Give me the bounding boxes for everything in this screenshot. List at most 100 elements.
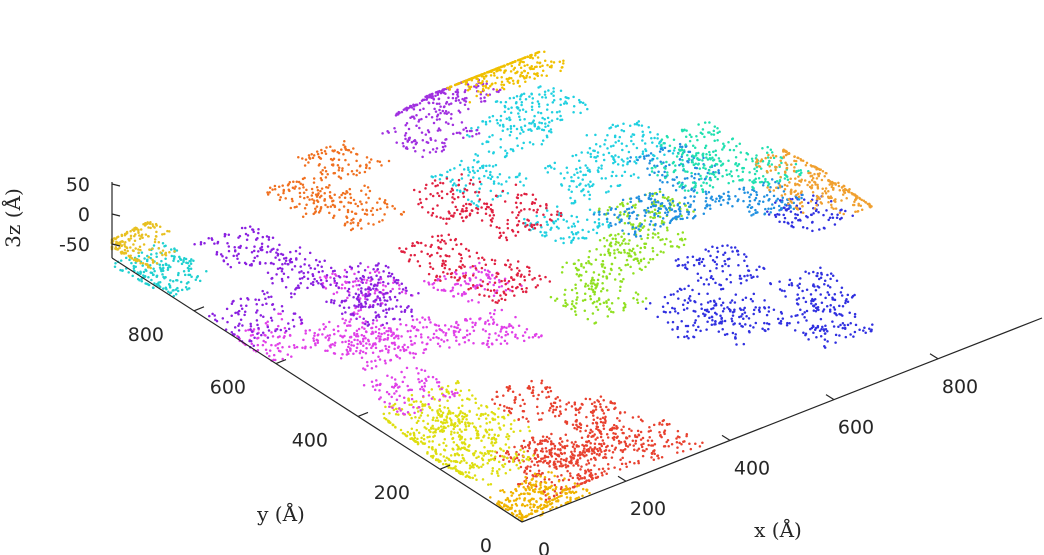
data-point — [353, 333, 356, 337]
data-point — [617, 232, 620, 236]
data-point — [620, 158, 624, 161]
data-point — [544, 166, 547, 170]
data-point — [371, 351, 375, 354]
data-point — [522, 439, 526, 443]
data-point — [717, 157, 721, 160]
data-point — [613, 407, 616, 411]
data-point — [614, 243, 617, 246]
data-point — [266, 325, 270, 329]
data-point — [333, 279, 336, 283]
data-point — [761, 184, 765, 187]
data-point — [473, 264, 477, 268]
data-point — [588, 491, 591, 495]
data-point — [614, 125, 618, 128]
data-point — [629, 254, 632, 258]
data-point — [291, 318, 295, 322]
data-point — [371, 305, 375, 309]
data-point — [502, 458, 505, 462]
data-point — [772, 189, 776, 192]
data-point — [568, 488, 571, 491]
data-point — [482, 434, 486, 437]
data-point — [619, 211, 622, 214]
data-point — [594, 258, 598, 261]
data-point — [486, 449, 490, 453]
data-point — [288, 334, 292, 337]
data-point — [514, 452, 518, 455]
data-point — [221, 255, 224, 258]
data-point — [481, 478, 485, 481]
data-point — [245, 238, 249, 241]
data-point — [347, 306, 351, 309]
data-point — [665, 226, 669, 230]
data-point — [350, 340, 353, 344]
data-point — [619, 440, 623, 444]
data-point — [814, 289, 818, 292]
data-point — [258, 261, 262, 264]
data-point — [531, 473, 534, 477]
data-point — [238, 322, 241, 325]
data-point — [779, 322, 783, 325]
data-point — [743, 274, 746, 278]
data-point — [829, 277, 832, 281]
data-point — [573, 426, 576, 430]
data-point — [597, 170, 600, 174]
data-point — [767, 199, 770, 202]
data-point — [227, 245, 231, 248]
data-point — [668, 422, 671, 426]
data-point — [658, 190, 662, 194]
data-point — [458, 163, 462, 167]
data-point — [530, 379, 533, 383]
data-point — [592, 213, 596, 216]
data-point — [798, 173, 802, 177]
data-point — [617, 155, 620, 159]
data-point — [335, 291, 339, 294]
data-point — [392, 317, 395, 321]
data-point — [649, 215, 652, 219]
data-point — [592, 414, 595, 417]
data-point — [734, 333, 737, 336]
data-point — [366, 364, 369, 368]
data-point — [664, 176, 667, 180]
data-point — [611, 123, 615, 127]
data-point — [588, 474, 591, 478]
data-point — [511, 491, 515, 495]
data-point — [532, 489, 535, 493]
data-point — [639, 259, 643, 263]
data-point — [560, 474, 563, 477]
data-point — [802, 198, 806, 201]
data-point — [386, 333, 390, 337]
data-point — [294, 288, 297, 291]
data-point — [699, 276, 703, 279]
data-point — [716, 177, 719, 181]
data-point — [560, 452, 564, 456]
data-point — [470, 298, 474, 302]
data-point — [499, 114, 503, 118]
data-point — [481, 328, 485, 331]
data-point — [478, 166, 482, 170]
data-point — [581, 403, 584, 406]
data-point — [784, 295, 787, 298]
data-point — [758, 199, 761, 203]
data-point — [524, 475, 527, 479]
data-point — [353, 272, 356, 276]
data-point — [831, 181, 835, 185]
data-point — [764, 156, 767, 160]
data-point — [772, 308, 776, 312]
data-point — [721, 264, 724, 268]
data-point — [606, 209, 610, 212]
data-point — [783, 289, 786, 293]
data-point — [681, 158, 684, 162]
data-point — [790, 225, 793, 228]
data-point — [468, 279, 472, 282]
data-point — [471, 422, 474, 425]
data-point — [776, 197, 780, 201]
data-point — [389, 298, 392, 301]
data-point — [525, 514, 528, 518]
data-point — [814, 309, 818, 313]
data-point — [826, 329, 829, 333]
data-point — [498, 468, 501, 471]
data-point — [796, 293, 799, 296]
data-point — [656, 232, 660, 235]
data-point — [498, 124, 502, 127]
data-point — [746, 153, 750, 156]
